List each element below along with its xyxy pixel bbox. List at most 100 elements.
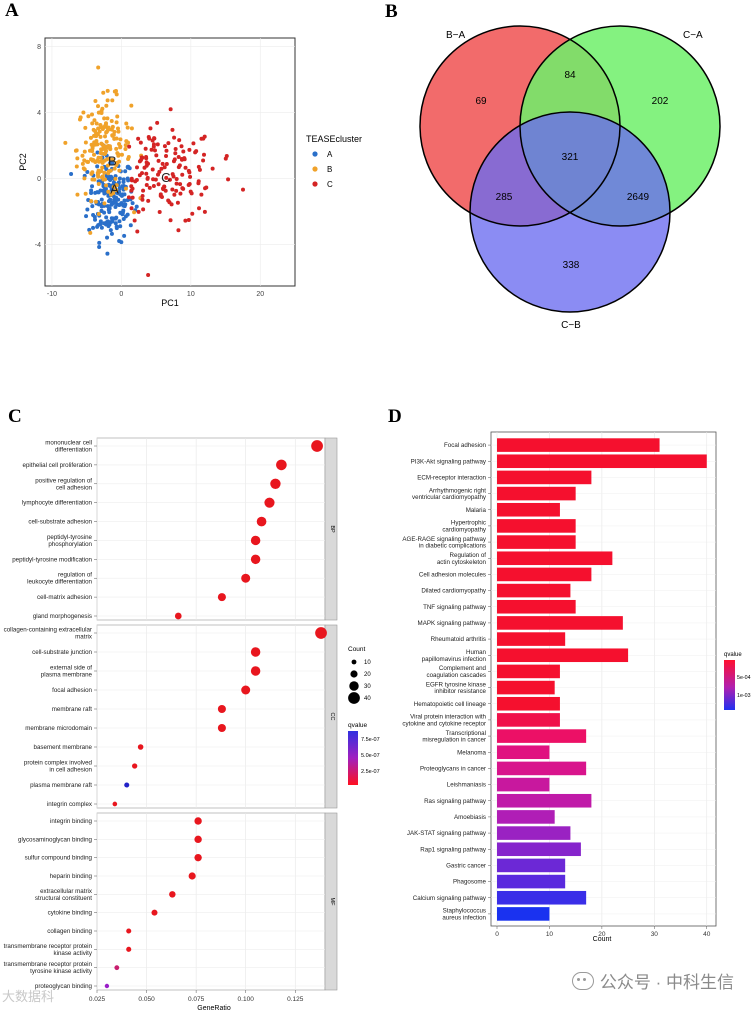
- go-term-label: regulation of leukocyte differentiation: [27, 572, 92, 586]
- pca-point-b: [103, 134, 108, 139]
- pca-point-c: [144, 160, 149, 165]
- go-term-label-line: leukocyte differentiation: [27, 579, 92, 586]
- kegg-category-label-line: Ras signaling pathway: [424, 798, 487, 805]
- kegg-bar: [497, 874, 566, 889]
- pca-point-a: [134, 204, 139, 209]
- pca-point-b: [112, 136, 117, 141]
- pca-point-b: [104, 183, 109, 188]
- go-term-label-line: cell adhesion: [56, 484, 93, 491]
- pca-point-a: [93, 217, 98, 222]
- pca-point-a: [85, 169, 90, 174]
- pca-point-c: [127, 144, 132, 149]
- pca-point-c: [140, 193, 145, 198]
- kegg-category-label-line: Rap1 signaling pathway: [420, 846, 487, 853]
- go-facet-panel: [96, 624, 326, 809]
- pca-point-b: [114, 183, 119, 188]
- wechat-icon: [571, 971, 594, 990]
- go-term-label-line: plasma membrane: [41, 672, 93, 679]
- kegg-category-label: Leishmaniasis: [447, 782, 486, 789]
- pca-point-c: [187, 170, 192, 175]
- pca-point-b: [94, 134, 99, 139]
- go-term-label: basement membrane: [34, 744, 93, 751]
- pca-point-b: [86, 114, 91, 119]
- pca-point-b: [96, 65, 101, 70]
- go-x-tick: 0.050: [138, 996, 155, 1003]
- pca-legend: ABC: [312, 150, 333, 189]
- pca-point-b: [117, 168, 122, 173]
- pca-point-c: [226, 177, 231, 182]
- kegg-category-label: AGE-RAGE signaling pathway in diabetic co…: [402, 536, 486, 550]
- pca-point-a: [128, 223, 133, 228]
- kegg-bar: [497, 745, 550, 760]
- go-color-legend-tick: 5.0e-07: [361, 753, 380, 759]
- kegg-category-label: Rap1 signaling pathway: [420, 846, 487, 853]
- pca-point-c: [146, 272, 151, 277]
- kegg-category-label-line: Calcium signaling pathway: [413, 895, 487, 902]
- pca-point-a: [117, 186, 122, 191]
- pca-point-c: [188, 174, 193, 179]
- kegg-category-label-line: Phagosome: [453, 879, 487, 886]
- pca-point-c: [199, 192, 204, 197]
- pca-point-b: [113, 176, 118, 181]
- go-size-legend-dot: [351, 659, 357, 665]
- venn-region-c-a-c-b: 2649: [627, 192, 650, 203]
- kegg-category-label: Melanoma: [457, 749, 486, 756]
- pca-point-b: [98, 134, 103, 139]
- pca-cluster-label: B: [108, 153, 117, 168]
- pca-point-a: [122, 192, 127, 197]
- go-term-label-line: focal adhesion: [52, 687, 92, 694]
- pca-point-b: [83, 125, 88, 130]
- pca-point-a: [91, 225, 96, 230]
- kegg-bar: [497, 810, 555, 824]
- pca-point-b: [105, 98, 110, 103]
- venn-region-b-a-only: 69: [475, 96, 487, 107]
- go-term-label-line: tyrosine kinase activity: [30, 968, 93, 975]
- pca-point-b: [80, 161, 85, 166]
- pca-point-c: [204, 185, 209, 190]
- go-term-label-line: heparin binding: [50, 873, 93, 880]
- go-term-label-line: lymphocyte differentiation: [22, 500, 93, 507]
- pca-point-c: [151, 144, 156, 149]
- pca-point-b: [80, 153, 85, 158]
- kegg-category-label-line: PI3K-Akt signaling pathway: [411, 458, 487, 465]
- pca-point-a: [106, 174, 111, 179]
- pca-point-c: [149, 147, 154, 152]
- pca-point-a: [118, 224, 123, 229]
- pca-point-a: [85, 207, 90, 212]
- pca-point-b: [100, 106, 105, 111]
- pca-point-c: [170, 187, 175, 192]
- kegg-category-label-line: Cell adhesion molecules: [419, 571, 486, 578]
- pca-point-b: [92, 140, 97, 145]
- pca-point-a: [97, 240, 102, 245]
- pca-cluster-label: C: [161, 170, 170, 185]
- pca-point-c: [162, 165, 167, 170]
- pca-point-b: [108, 168, 113, 173]
- pca-point-c: [147, 185, 152, 190]
- pca-point-a: [117, 219, 122, 224]
- kegg-category-label: Ras signaling pathway: [424, 798, 487, 805]
- kegg-category-label-line: Rheumatoid arthritis: [431, 636, 486, 643]
- kegg-category-label-line: Focal adhesion: [444, 442, 487, 449]
- pca-point-b: [82, 167, 87, 172]
- go-facet-strip: [324, 812, 338, 991]
- pca-point-b: [104, 129, 109, 134]
- pca-point-b: [126, 140, 131, 145]
- kegg-x-ticks: 0 10 20 30 40: [495, 926, 711, 938]
- pca-point-c: [174, 177, 179, 182]
- go-term-label-line: membrane raft: [52, 706, 93, 713]
- pca-point-c: [179, 144, 184, 149]
- go-term-label: positive regulation of cell adhesion: [35, 477, 92, 491]
- go-term-label: plasma membrane raft: [30, 782, 92, 789]
- pca-point-a: [119, 240, 124, 245]
- kegg-category-label-line: MAPK signaling pathway: [418, 620, 487, 627]
- pca-point-a: [99, 225, 104, 230]
- kegg-category-label-line: Proteoglycans in cancer: [420, 765, 486, 772]
- pca-point-b: [114, 120, 119, 125]
- pca-point-a: [95, 164, 100, 169]
- pca-point-b: [104, 103, 109, 108]
- pca-point-c: [176, 154, 181, 159]
- go-term-label-line: cell-substrate junction: [32, 649, 92, 656]
- go-dot: [270, 478, 281, 489]
- go-dot: [264, 497, 275, 508]
- pca-point-c: [156, 158, 161, 163]
